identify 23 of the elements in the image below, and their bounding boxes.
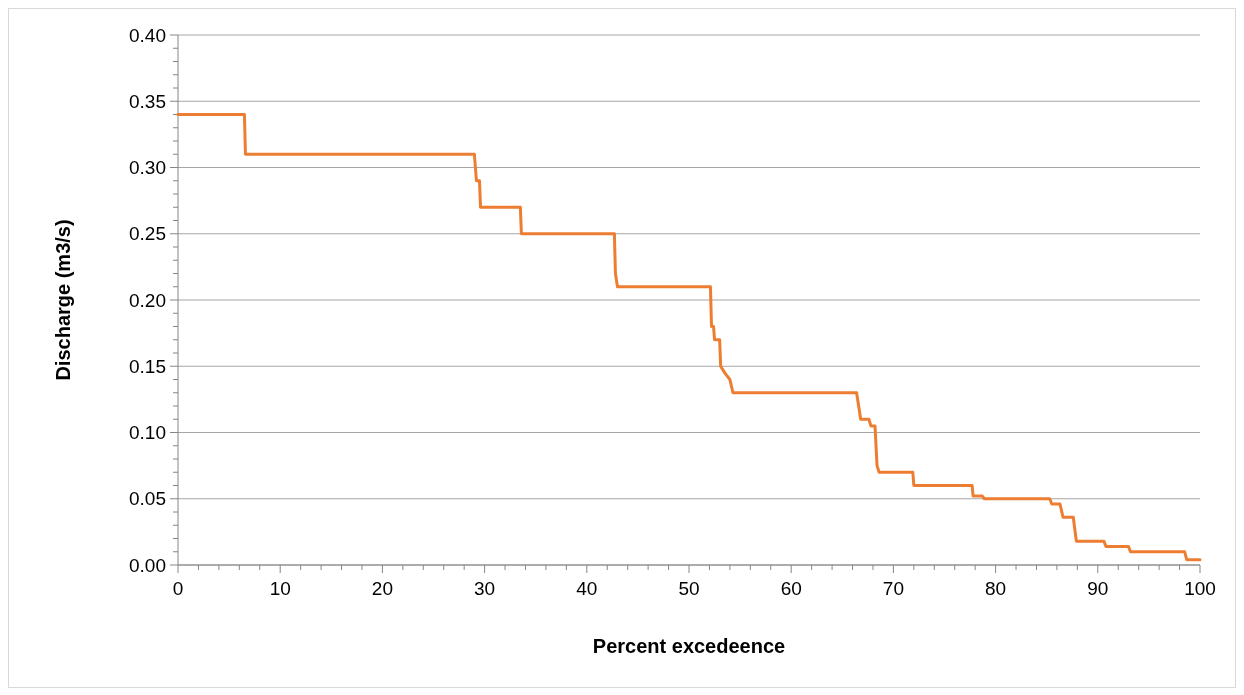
- y-tick-label: 0.05: [129, 488, 166, 510]
- y-tick-label: 0.20: [129, 289, 166, 311]
- y-tick-label: 0.30: [129, 157, 166, 179]
- line-series: [176, 113, 1202, 562]
- y-axis-title: Discharge (m3/s): [52, 219, 74, 381]
- x-tick-label: 40: [576, 578, 598, 599]
- y-tick-label: 0.25: [129, 223, 166, 245]
- x-tick-label: 90: [1087, 578, 1109, 599]
- x-tick-label: 50: [678, 578, 700, 599]
- y-tick-label: 0.00: [129, 554, 166, 576]
- x-tick-label: 100: [1184, 578, 1216, 599]
- x-tick-label: 30: [474, 578, 496, 599]
- x-tick-label: 80: [985, 578, 1007, 599]
- x-tick-label: 20: [371, 578, 393, 599]
- x-tick-label: 60: [780, 578, 802, 599]
- y-tick-label: 0.35: [129, 90, 166, 112]
- y-tick-label: 0.15: [129, 355, 166, 377]
- x-tick-label: 0: [172, 578, 184, 599]
- x-tick-label: 70: [882, 578, 904, 599]
- y-tick-label: 0.40: [129, 24, 166, 46]
- x-tick-label: 10: [269, 578, 291, 599]
- y-tick-label: 0.10: [129, 422, 166, 444]
- x-axis-title: Percent excedeence: [592, 635, 786, 657]
